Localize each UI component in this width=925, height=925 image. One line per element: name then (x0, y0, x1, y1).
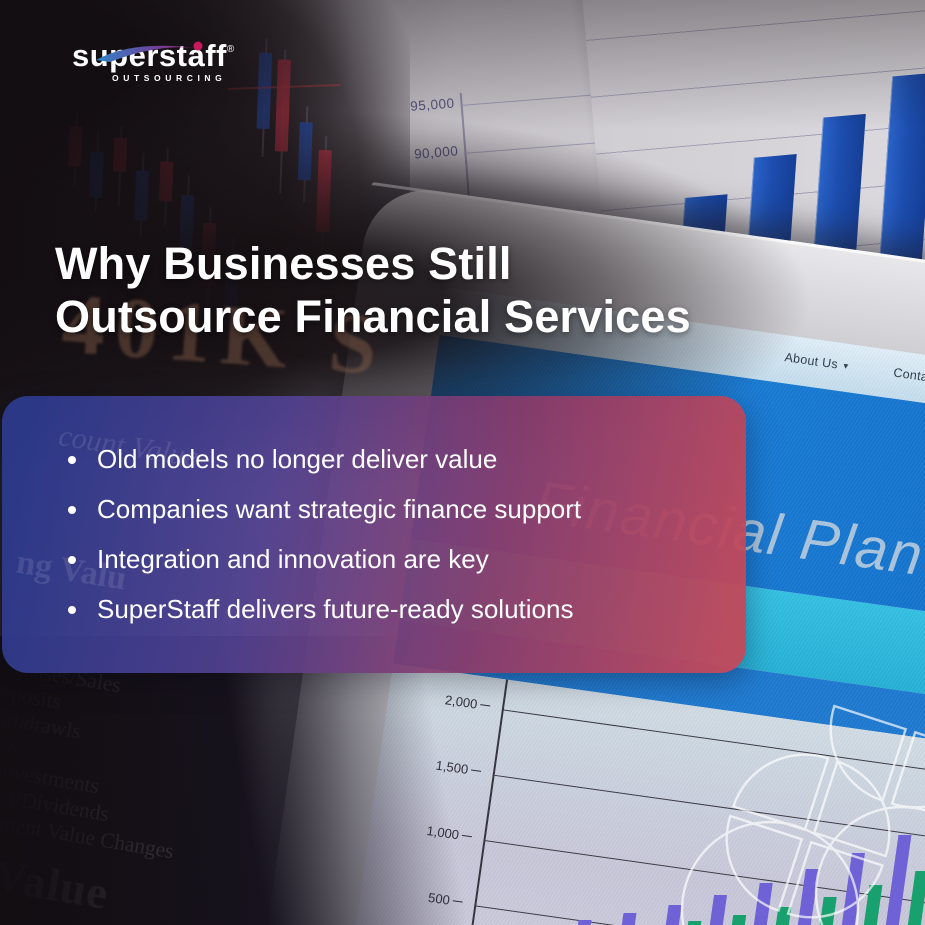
bullet-text: SuperStaff delivers future-ready solutio… (97, 593, 574, 624)
nav-contact-us[interactable]: Contact Us▼ (893, 366, 925, 391)
bullet-list: Old models no longer deliver value Compan… (68, 444, 716, 644)
page-title-line2: Outsource Financial Services (55, 290, 691, 342)
printed-tick-label: 90,000 (413, 143, 459, 162)
bullet-item: Integration and innovation are key (68, 544, 716, 576)
bullet-icon (68, 555, 76, 564)
statement-line: Reinvestments (0, 753, 101, 799)
growth-bar (619, 913, 637, 925)
logo-swoosh-icon (96, 41, 203, 62)
bullet-icon (68, 505, 76, 514)
bullet-text: Old models no longer deliver value (97, 444, 498, 474)
statement-line: Fees (0, 728, 20, 759)
page-title: Why Businesses Still Outsource Financial… (55, 238, 691, 343)
nav-contact-us-label: Contact Us (892, 365, 925, 389)
chevron-down-icon: ▼ (841, 361, 851, 372)
bullet-item: Companies want strategic finance support (68, 494, 716, 526)
statement-line: Withdrawls (0, 702, 83, 743)
statement-big-value: g Value (0, 843, 113, 919)
statement-document: chases/Sales Deposits Withdrawls Fees Reinve… (0, 636, 485, 925)
nav-about-us[interactable]: About Us ▼ (784, 350, 851, 373)
bullet-item: SuperStaff delivers future-ready solutio… (68, 594, 716, 626)
bullet-icon (68, 456, 76, 464)
bullet-text: Companies want strategic finance support (97, 493, 582, 524)
bullet-item: Old models no longer deliver value (68, 444, 716, 476)
growth-bar (575, 920, 592, 925)
key-points-card: count Value ng Valu Old models no longer… (2, 396, 746, 673)
statement-line: terest/Dividends (0, 779, 111, 827)
bullet-text: Integration and innovation are key (97, 543, 489, 574)
bullet-icon (68, 605, 76, 614)
page-title-line1: Why Businesses Still (55, 238, 512, 289)
logo-tagline: OUTSOURCING (112, 73, 227, 83)
petal-decoration (680, 704, 925, 925)
statement-line: vestment Value Changes (0, 804, 176, 864)
statement-lines: chases/Sales Deposits Withdrawls Fees Reinve… (0, 652, 201, 925)
statement-line: Deposits (0, 677, 63, 714)
printed-tick-label: 95,000 (409, 95, 456, 114)
superstaff-logo: superstaff® OUTSOURCING (72, 40, 235, 83)
nav-about-us-label: About Us (783, 350, 839, 372)
registered-mark: ® (226, 44, 235, 55)
